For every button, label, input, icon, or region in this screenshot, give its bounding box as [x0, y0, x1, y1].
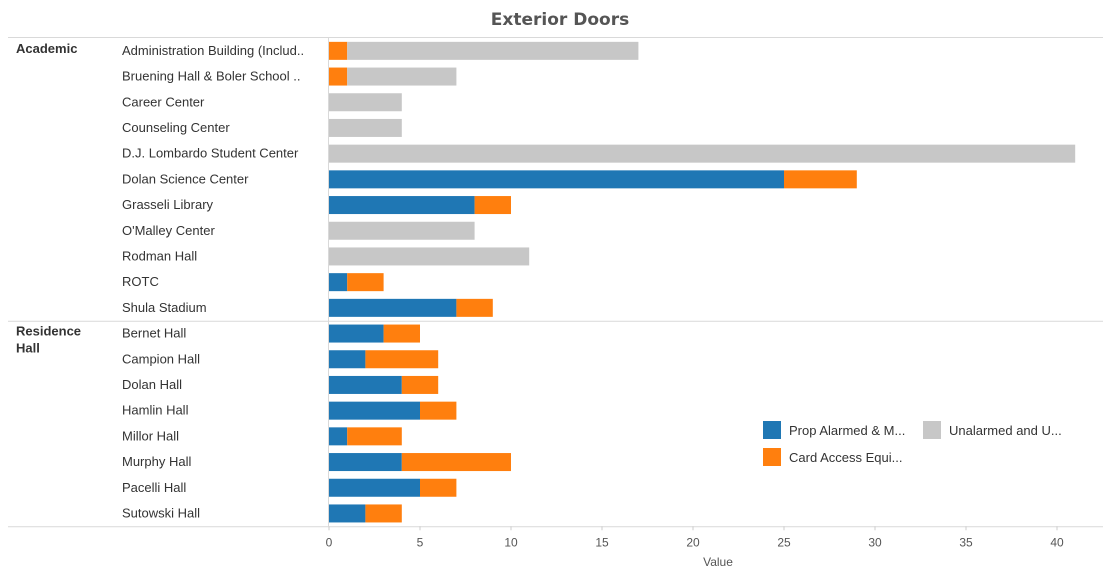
bars	[329, 41, 1076, 523]
bar-prop	[329, 375, 402, 394]
bar-prop	[329, 427, 348, 446]
x-tick-label: 10	[504, 535, 518, 549]
x-tick-label: 25	[777, 535, 791, 549]
x-tick-label: 0	[326, 535, 333, 549]
group-label: Hall	[16, 341, 40, 356]
bar-prop	[329, 170, 784, 189]
row-label: Rodman Hall	[122, 248, 197, 263]
row-label: Pacelli Hall	[122, 480, 186, 495]
group-label: Academic	[16, 41, 77, 56]
legend-swatch-prop	[763, 421, 781, 439]
row-label: Bernet Hall	[122, 326, 186, 341]
bar-card	[456, 298, 493, 317]
row-label: D.J. Lombardo Student Center	[122, 146, 299, 161]
bar-card	[401, 375, 439, 394]
row-label: Bruening Hall & Boler School ..	[122, 69, 300, 84]
row-labels: Academic Administration Building (Includ.…	[16, 41, 304, 520]
bar-card	[329, 67, 348, 86]
bar-unal	[347, 67, 457, 86]
bar-card	[401, 453, 511, 472]
row-label: Dolan Science Center	[122, 171, 249, 186]
bar-card	[420, 478, 457, 497]
bar-card	[347, 273, 384, 292]
x-tick-label: 40	[1050, 535, 1064, 549]
bar-card	[365, 350, 439, 369]
bar-unal	[329, 221, 475, 240]
bar-card	[383, 324, 420, 343]
x-tick-label: 15	[595, 535, 609, 549]
x-tick-label: 35	[959, 535, 973, 549]
bar-prop	[329, 298, 457, 317]
chart-title: Exterior Doors	[491, 10, 629, 30]
bar-prop	[329, 350, 366, 369]
bar-card	[474, 196, 511, 215]
bar-card	[365, 504, 402, 523]
row-label: Shula Stadium	[122, 300, 207, 315]
row-label: Sutowski Hall	[122, 505, 200, 520]
row-label: ROTC	[122, 274, 159, 289]
row-label: Campion Hall	[122, 351, 200, 366]
row-label: Millor Hall	[122, 428, 179, 443]
row-label: Murphy Hall	[122, 454, 191, 469]
legend: Prop Alarmed & M... Unalarmed and U... Car…	[763, 421, 1062, 466]
legend-swatch-card	[763, 448, 781, 466]
bar-unal	[329, 144, 1076, 163]
legend-label-unal: Unalarmed and U...	[949, 423, 1062, 438]
x-axis-title: Value	[703, 555, 733, 569]
group-label: Residence	[16, 324, 81, 339]
bar-prop	[329, 324, 384, 343]
row-label: Grasseli Library	[122, 197, 214, 212]
legend-label-card: Card Access Equi...	[789, 450, 902, 465]
bar-card	[347, 427, 402, 446]
row-label: Dolan Hall	[122, 377, 182, 392]
row-label: Hamlin Hall	[122, 403, 189, 418]
row-label: O'Malley Center	[122, 223, 215, 238]
bar-prop	[329, 504, 366, 523]
x-tick-label: 20	[686, 535, 700, 549]
x-axis: 0 5 10 15 20 25 30 35 40	[326, 526, 1064, 549]
bar-prop	[329, 401, 420, 420]
bar-prop	[329, 453, 402, 472]
x-tick-label: 5	[417, 535, 424, 549]
bar-prop	[329, 196, 475, 215]
legend-label-prop: Prop Alarmed & M...	[789, 423, 905, 438]
bar-card	[784, 170, 857, 189]
row-label: Counseling Center	[122, 120, 230, 135]
bar-unal	[329, 118, 402, 137]
row-label: Career Center	[122, 94, 205, 109]
bar-unal	[329, 247, 530, 266]
bar-card	[420, 401, 457, 420]
row-label: Administration Building (Includ..	[122, 43, 304, 58]
bar-unal	[347, 41, 639, 60]
bar-unal	[329, 93, 402, 112]
bar-prop	[329, 273, 348, 292]
separators	[8, 37, 1103, 528]
x-tick-label: 30	[868, 535, 882, 549]
bar-card	[329, 41, 348, 60]
bar-prop	[329, 478, 420, 497]
legend-swatch-unal	[923, 421, 941, 439]
